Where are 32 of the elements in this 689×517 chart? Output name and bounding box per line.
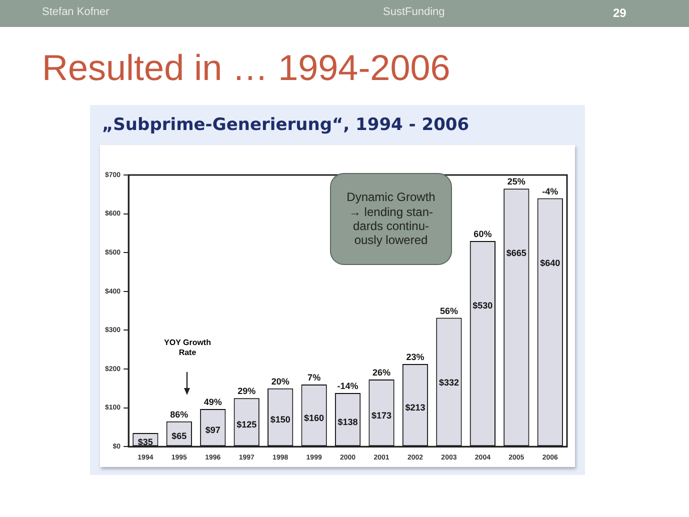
data-label: $530 [472, 300, 493, 310]
data-label: $332 [438, 377, 459, 388]
text: SustFunding [383, 6, 445, 18]
annotation: 23% [406, 352, 424, 362]
chart-title: Resulted in … 1994-2006 [42, 47, 450, 89]
data-label: $150 [270, 414, 290, 425]
annotation: YOY Growth Rate [163, 338, 212, 358]
annotation: 49% [204, 396, 222, 407]
data-label: $97 [205, 425, 220, 436]
data-label: $640 [540, 258, 560, 268]
data-label: $213 [405, 402, 426, 413]
annotation: -14% [337, 381, 358, 392]
data-label: $65 [172, 431, 187, 442]
data-label: $125 [236, 420, 257, 430]
annotation: -4% [542, 186, 558, 196]
annotation: 60% [474, 228, 492, 239]
annotation: 7% [308, 372, 321, 383]
data-label: $35 [138, 437, 153, 448]
annotation: 26% [372, 367, 391, 378]
data-label: $665 [506, 248, 526, 258]
annotation: 29% [238, 386, 256, 396]
data-label: $138 [338, 417, 358, 428]
annotation: 56% [440, 306, 458, 316]
text: 29 [613, 6, 626, 20]
text: Stefan Kofner [42, 6, 110, 18]
chart-subtitle: „Subprime-Generierung“, 1994 - 2006 [102, 115, 470, 135]
callout-box: Dynamic Growth → lending stan- dards continu- ously lowered [330, 173, 452, 265]
annotation: 20% [271, 376, 290, 386]
data-label: $160 [304, 412, 324, 423]
annotation: 86% [170, 409, 188, 420]
annotation: 25% [507, 176, 526, 187]
data-label: $173 [371, 410, 392, 420]
